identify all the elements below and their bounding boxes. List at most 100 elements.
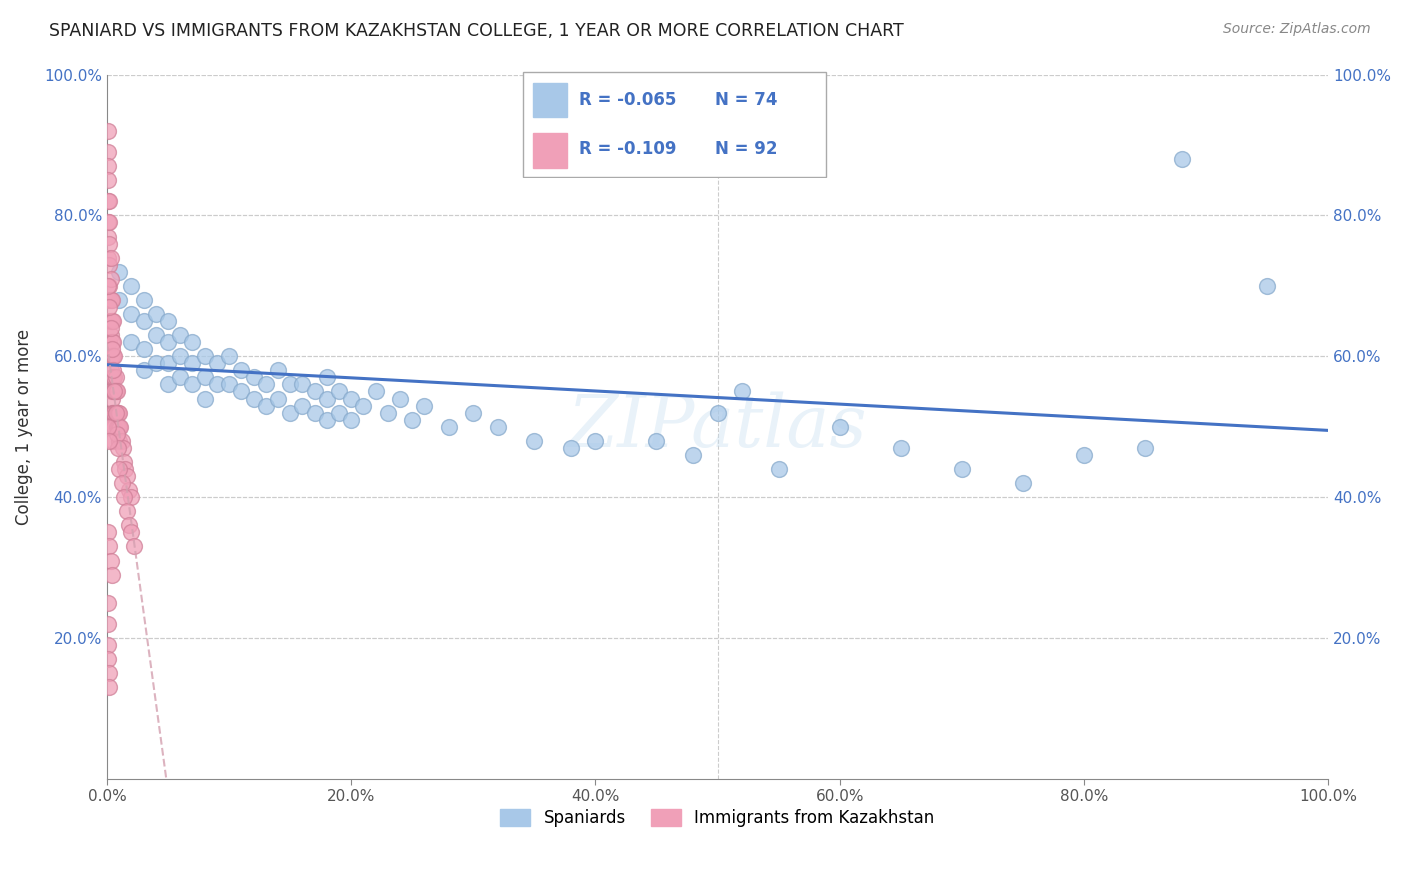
Point <box>157 314 180 328</box>
Point <box>101 434 124 448</box>
Point <box>304 406 326 420</box>
Point <box>377 406 399 420</box>
Point <box>254 377 277 392</box>
Point <box>132 293 155 307</box>
Point <box>560 441 582 455</box>
Text: SPANIARD VS IMMIGRANTS FROM KAZAKHSTAN COLLEGE, 1 YEAR OR MORE CORRELATION CHART: SPANIARD VS IMMIGRANTS FROM KAZAKHSTAN C… <box>49 22 904 40</box>
Point <box>101 419 124 434</box>
Point <box>97 173 120 187</box>
Point <box>181 335 204 350</box>
Point <box>157 377 180 392</box>
Point <box>108 265 131 279</box>
Point <box>205 356 228 370</box>
Point <box>101 406 124 420</box>
Point <box>101 392 124 406</box>
Point <box>523 434 546 448</box>
Point <box>104 370 127 384</box>
Point <box>105 426 128 441</box>
Point <box>100 363 122 377</box>
Point <box>242 392 264 406</box>
Text: N = 74: N = 74 <box>716 91 778 109</box>
Point <box>98 666 121 681</box>
Point <box>100 384 122 399</box>
Point <box>706 406 728 420</box>
Point <box>437 419 460 434</box>
Point <box>120 490 142 504</box>
Text: Source: ZipAtlas.com: Source: ZipAtlas.com <box>1223 22 1371 37</box>
Point <box>108 462 131 476</box>
Point <box>105 419 128 434</box>
Text: R = -0.109: R = -0.109 <box>579 141 676 159</box>
Point <box>98 236 121 251</box>
Point <box>111 476 134 491</box>
Point <box>103 384 125 399</box>
Point <box>98 258 121 272</box>
Point <box>97 638 120 652</box>
Point <box>103 406 125 420</box>
Point <box>114 462 136 476</box>
Point <box>169 349 191 363</box>
Point <box>97 145 120 159</box>
Point <box>111 441 134 455</box>
Point <box>828 419 851 434</box>
Point <box>107 419 129 434</box>
Point <box>101 293 124 307</box>
Point <box>1133 441 1156 455</box>
Point <box>523 110 546 124</box>
Point <box>205 377 228 392</box>
Point <box>364 384 387 399</box>
Point <box>111 434 134 448</box>
Point <box>278 406 301 420</box>
Point <box>682 448 704 462</box>
Point <box>118 518 141 533</box>
Point <box>97 124 120 138</box>
Point <box>101 363 124 377</box>
Point <box>169 370 191 384</box>
Point <box>97 419 120 434</box>
Point <box>101 314 124 328</box>
Point <box>97 525 120 540</box>
Point <box>768 462 790 476</box>
Point <box>340 392 363 406</box>
Point <box>97 596 120 610</box>
Point <box>101 370 124 384</box>
Point <box>157 335 180 350</box>
Point <box>120 278 142 293</box>
Point <box>97 229 120 244</box>
Point <box>304 384 326 399</box>
Point <box>328 384 350 399</box>
Point <box>100 272 122 286</box>
Point <box>105 384 128 399</box>
Point <box>100 314 122 328</box>
Point <box>115 504 138 518</box>
Point <box>104 406 127 420</box>
Point <box>97 251 120 265</box>
Point <box>145 356 167 370</box>
Bar <box>533 83 567 118</box>
Point <box>122 540 145 554</box>
Point <box>97 194 120 209</box>
Point <box>267 392 290 406</box>
Point <box>101 343 124 357</box>
Point <box>120 335 142 350</box>
Point <box>108 434 131 448</box>
Point <box>98 194 121 209</box>
Point <box>100 553 122 567</box>
Point <box>108 293 131 307</box>
Point <box>103 349 125 363</box>
Point <box>132 343 155 357</box>
Point <box>267 363 290 377</box>
Legend: Spaniards, Immigrants from Kazakhstan: Spaniards, Immigrants from Kazakhstan <box>494 803 941 834</box>
Point <box>101 406 124 420</box>
Point <box>1011 476 1033 491</box>
Point <box>194 392 217 406</box>
Point <box>103 370 125 384</box>
Point <box>100 321 122 335</box>
Point <box>890 441 912 455</box>
Point <box>340 412 363 426</box>
Text: ZIPatlas: ZIPatlas <box>568 392 868 462</box>
Point <box>218 349 240 363</box>
Point <box>132 363 155 377</box>
Point <box>112 490 135 504</box>
Point <box>101 335 124 350</box>
